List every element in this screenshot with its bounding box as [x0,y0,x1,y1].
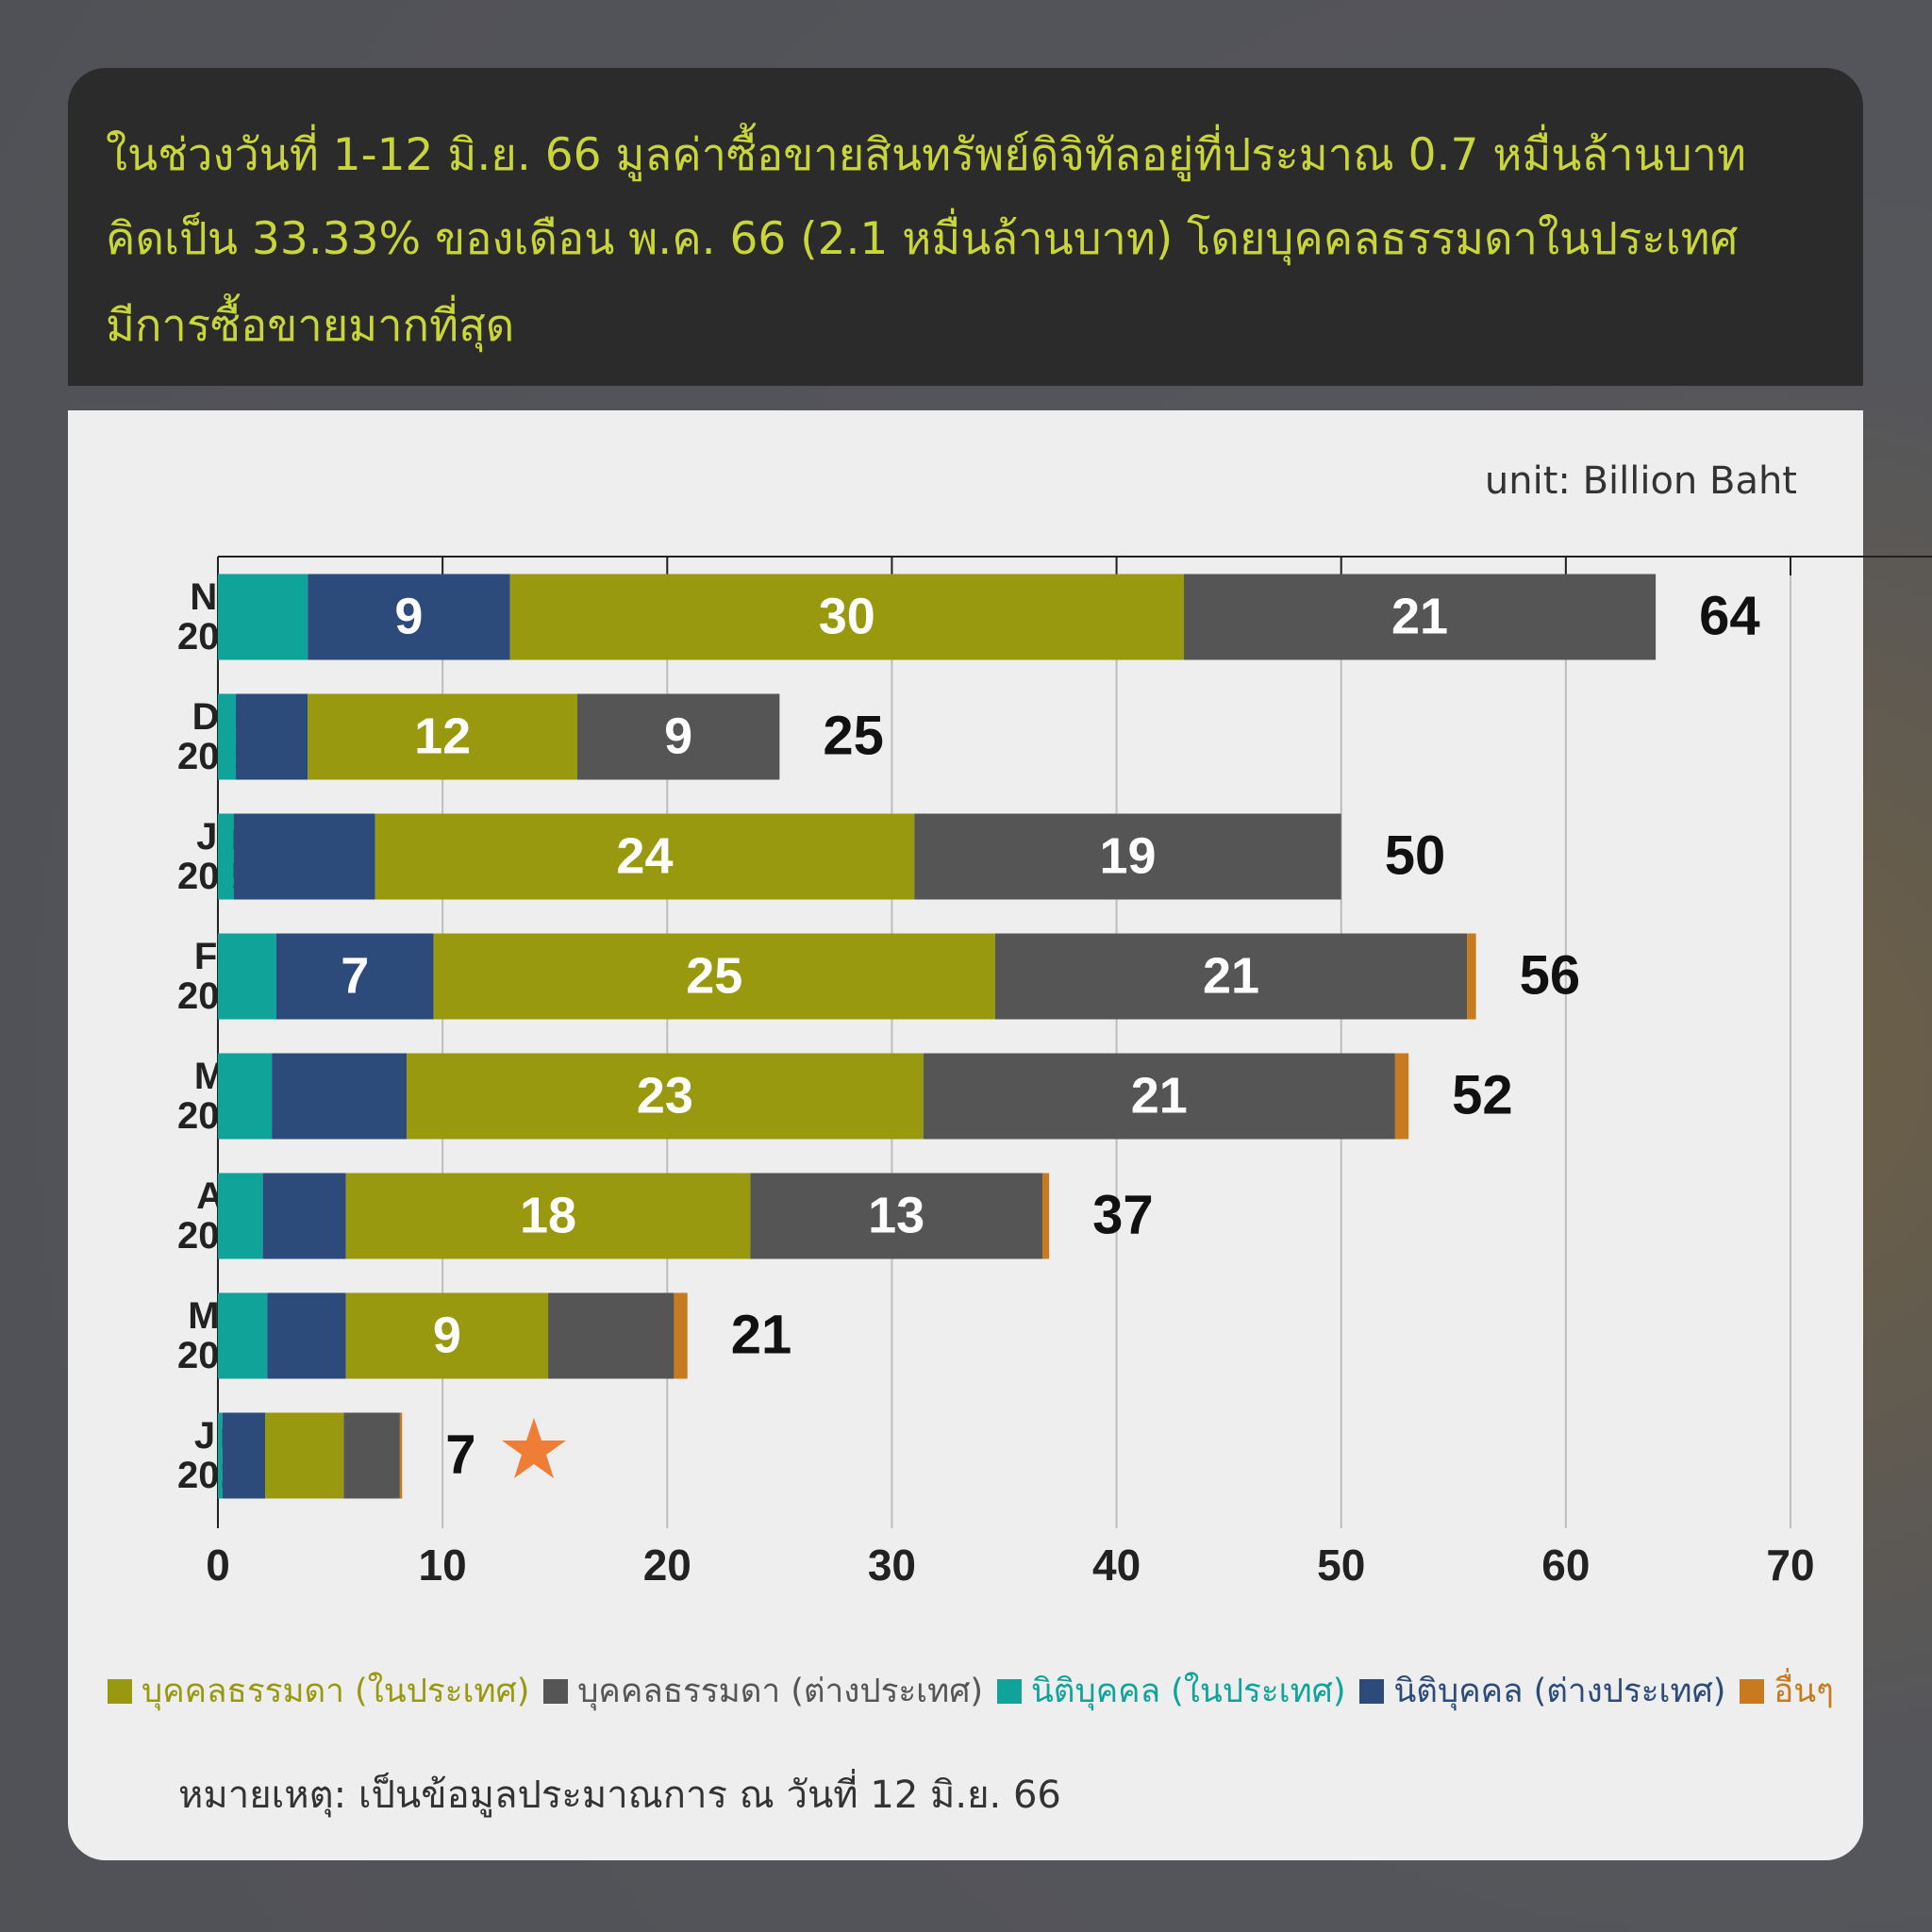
bar-segment [994,933,1468,1020]
total-label: 7 [445,1424,475,1485]
bar-segment [1394,1053,1409,1140]
segment-label: 9 [433,1307,461,1363]
legend: บุคคลธรรมดา (ในประเทศ) บุคคลธรรมดา (ต่างป… [108,1665,1834,1717]
bar-segment [236,693,308,780]
bar-segment [343,1412,400,1499]
legend-swatch [1740,1678,1765,1704]
total-label: 64 [1699,585,1760,646]
bar-segment [308,574,510,660]
bar-segment [265,1412,344,1499]
bar-segment [218,693,237,780]
bar-segment [218,1412,223,1499]
bar-segment [262,1173,346,1259]
x-tick-label: 50 [1317,1541,1365,1590]
segment-label: 19 [1099,827,1156,884]
legend-label: นิติบุคคล (ต่างประเทศ) [1393,1673,1726,1710]
bar-segment [218,574,308,660]
legend-label: บุคคลธรรมดา (ต่างประเทศ) [577,1673,984,1710]
title-line: มีการซื้อขายมากที่สุด [106,300,515,352]
bar-segment [218,813,234,900]
bar-segment [407,1053,924,1140]
legend-swatch [543,1678,569,1704]
title-line: คิดเป็น 33.33% ของเดือน พ.ค. 66 (2.1 หมื… [106,213,1739,265]
bar-segment [218,1173,263,1259]
legend-item: บุคคลธรรมดา (ต่างประเทศ) [543,1665,983,1717]
bar-segment [345,1173,751,1259]
segment-label: 18 [520,1187,576,1243]
legend-swatch [108,1678,132,1704]
bar-segment [399,1412,403,1499]
title-line: ในช่วงวันที่ 1-12 มิ.ย. 66 มูลค่าซื้อขาย… [106,129,1746,181]
x-tick-label: 0 [206,1541,230,1590]
legend-label: อื่นๆ [1774,1673,1834,1710]
segment-label: 9 [664,708,692,764]
bar-segment [1467,933,1476,1020]
segment-label: 23 [637,1067,693,1124]
bar-segment [923,1053,1395,1140]
bar-segment [433,933,995,1020]
bar-segment [267,1292,346,1379]
segment-label: 21 [1131,1067,1188,1124]
total-label: 50 [1385,824,1446,886]
x-tick-label: 30 [868,1541,916,1590]
x-tick-label: 60 [1541,1541,1590,1590]
legend-item: นิติบุคคล (ในประเทศ) [996,1665,1346,1717]
segment-label: 24 [616,827,673,884]
bar-segment [509,574,1185,660]
note: หมายเหตุ: เป็นข้อมูลประมาณการ ณ วันที่ 1… [178,1774,1061,1817]
bar-segment [218,1292,268,1379]
legend-label: นิติบุคคล (ในประเทศ) [1030,1673,1346,1710]
legend-swatch [996,1678,1022,1704]
segment-label: 12 [414,708,471,764]
bar-segment [218,1053,273,1140]
legend-label: บุคคลธรรมดา (ในประเทศ) [142,1673,530,1710]
total-label: 37 [1092,1184,1154,1245]
segment-label: 7 [341,947,369,1004]
header: ในช่วงวันที่ 1-12 มิ.ย. 66 มูลค่าซื้อขาย… [68,68,1863,386]
legend-item: บุคคลธรรมดา (ในประเทศ) [108,1665,529,1717]
legend-item: อื่นๆ [1740,1665,1834,1717]
x-tick-label: 10 [419,1541,467,1590]
segment-label: 25 [686,947,742,1004]
segment-label: 21 [1203,947,1259,1004]
legend-item: นิติบุคคล (ต่างประเทศ) [1359,1665,1725,1717]
total-label: 25 [823,705,884,766]
bar-segment [914,813,1341,900]
total-label: 56 [1520,944,1581,1006]
x-tick-label: 40 [1092,1541,1141,1590]
bar-segment [548,1292,675,1379]
legend-swatch [1359,1678,1385,1704]
segment-label: 21 [1391,588,1448,644]
bar-segment [275,933,434,1020]
bar-segment [577,693,780,780]
bar-segment [750,1173,1042,1259]
segment-label: 13 [868,1187,924,1243]
x-tick-label: 70 [1766,1541,1814,1590]
star-marker [502,1418,566,1478]
segment-label: 30 [819,588,875,644]
unit-label: unit: Billion Baht [1484,459,1797,503]
x-tick-label: 20 [643,1541,691,1590]
bar-segment [218,933,276,1020]
total-label: 21 [731,1304,792,1365]
bar-segment [1041,1173,1050,1259]
bar-segment [674,1292,688,1379]
bar-segment [272,1053,408,1140]
bar-segment [375,813,915,900]
bar-segment [222,1412,266,1499]
bar-segment [308,693,578,780]
bar-segment [233,813,375,900]
segment-label: 9 [394,588,423,644]
bar-segment [345,1292,549,1379]
bar-segment [1184,574,1657,660]
total-label: 52 [1452,1064,1513,1125]
